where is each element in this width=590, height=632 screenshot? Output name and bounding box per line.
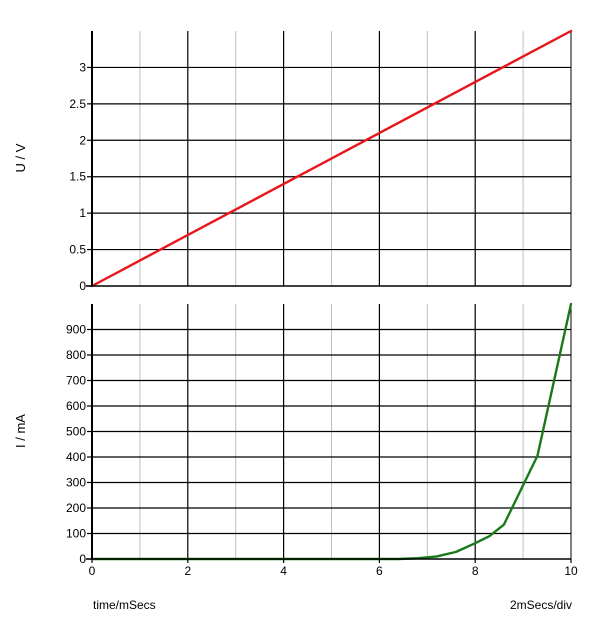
voltage-series-line-0 [90,29,573,288]
current-ytick-label: 800 [66,348,86,362]
current-ytick-label: 200 [66,501,86,515]
current-xtick-label: 6 [376,564,383,578]
current-ytick-label: 600 [66,399,86,413]
current-xtick-label: 4 [280,564,287,578]
voltage-axes [86,31,571,287]
voltage-ytick-label: 3 [79,60,86,74]
voltage-grid [92,31,572,286]
voltage-ytick-label: 0.5 [69,243,86,257]
current-xtick-label: 2 [184,564,191,578]
time-scale-label: 2mSecs/div [510,598,572,612]
current-ytick-label: 700 [66,374,86,388]
current-xtick-label: 10 [564,564,578,578]
current-tick-labels: 0 100 200 300 400 500 600 700 800 900 0 2 4 6 8 10 [66,323,578,579]
voltage-ytick-label: 1.5 [69,170,86,184]
current-ytick-label: 0 [79,552,86,566]
current-ytick-label: 100 [66,527,86,541]
voltage-ytick-label: 2 [79,133,86,147]
voltage-tick-labels: 0 0.5 1 1.5 2 2.5 3 [69,60,86,293]
current-ytick-label: 400 [66,450,86,464]
voltage-ytick-label: 0 [79,279,86,293]
current-ytick-label: 900 [66,323,86,337]
voltage-axis-title: U / V [13,143,28,172]
voltage-ytick-label: 1 [79,206,86,220]
current-ytick-label: 500 [66,425,86,439]
current-axis-title: I / mA [13,414,28,448]
current-axes [86,304,572,563]
current-xtick-label: 8 [472,564,479,578]
current-grid [92,304,572,559]
current-plot: 0 100 200 300 400 500 600 700 800 900 0 2 4 6 8 10 I / … [13,302,578,579]
current-xtick-label: 0 [89,564,96,578]
voltage-series [90,29,573,288]
current-ytick-label: 300 [66,476,86,490]
voltage-plot: 0 0.5 1 1.5 2 2.5 3 U / V [13,29,573,293]
time-axis-label: time/mSecs [93,598,156,612]
voltage-ytick-label: 2.5 [69,97,86,111]
